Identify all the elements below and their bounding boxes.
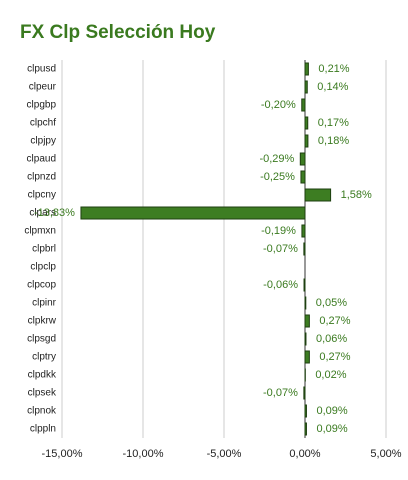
- value-label: 0,09%: [316, 405, 347, 417]
- value-label: -0,07%: [263, 243, 298, 255]
- y-tick-label: clpmxn: [24, 226, 56, 237]
- y-tick-label: clpcop: [27, 280, 56, 291]
- value-label: 1,58%: [341, 189, 372, 201]
- y-tick-label: clpjpy: [30, 136, 56, 147]
- x-tick-label: -10,00%: [123, 448, 164, 460]
- y-tick-label: clpchf: [30, 118, 56, 129]
- y-tick-label: clpeur: [29, 82, 57, 93]
- y-tick-label: clpgbp: [27, 100, 57, 111]
- bar: [301, 98, 306, 112]
- bar: [304, 296, 307, 310]
- value-label: 0,09%: [316, 423, 347, 435]
- y-tick-label: clpdkk: [28, 370, 57, 381]
- value-label: -0,07%: [263, 387, 298, 399]
- x-tick-label: -5,00%: [207, 448, 242, 460]
- x-tick-label: 0,00%: [289, 448, 320, 460]
- x-tick-label: 5,00%: [370, 448, 401, 460]
- bar: [301, 224, 306, 238]
- bar: [304, 332, 307, 346]
- value-label: -0,06%: [263, 279, 298, 291]
- bar: [304, 80, 308, 94]
- value-label: -13,83%: [34, 207, 75, 219]
- bar: [304, 314, 310, 328]
- bar: [80, 206, 306, 220]
- bar: [303, 386, 306, 400]
- bar: [303, 242, 306, 256]
- y-tick-label: clpaud: [27, 154, 56, 165]
- value-label: 0,05%: [316, 297, 347, 309]
- y-tick-label: clpnok: [27, 406, 57, 417]
- value-label: 0,21%: [318, 63, 349, 75]
- value-label: 0,27%: [319, 351, 350, 363]
- y-tick-label: clptry: [32, 352, 56, 363]
- x-tick-label: -15,00%: [42, 448, 83, 460]
- value-label: 0,18%: [318, 135, 349, 147]
- bar: [304, 134, 309, 148]
- y-tick-label: clpars: [29, 208, 56, 219]
- value-label: -0,29%: [259, 153, 294, 165]
- value-label: 0,06%: [316, 333, 347, 345]
- value-label: -0,25%: [260, 171, 295, 183]
- value-label: 0,02%: [315, 369, 346, 381]
- y-tick-label: clpnzd: [27, 172, 56, 183]
- value-label: -0,20%: [261, 99, 296, 111]
- value-label: 0,17%: [318, 117, 349, 129]
- y-tick-label: clpclp: [30, 262, 56, 273]
- y-tick-label: clpcny: [28, 190, 56, 201]
- value-label: 0,14%: [317, 81, 348, 93]
- y-tick-label: clpsgd: [27, 334, 56, 345]
- bar: [304, 116, 309, 130]
- bar: [304, 422, 307, 436]
- y-tick-label: clppln: [30, 424, 56, 435]
- y-tick-label: clpusd: [27, 64, 56, 75]
- bar: [304, 62, 309, 76]
- value-label: 0,27%: [319, 315, 350, 327]
- chart-title: FX Clp Selección Hoy: [20, 22, 216, 43]
- value-label: -0,19%: [261, 225, 296, 237]
- bar: [304, 404, 307, 418]
- y-tick-label: clpkrw: [28, 316, 57, 327]
- bar: [303, 278, 306, 292]
- bar: [299, 152, 306, 166]
- bar: [304, 350, 310, 364]
- bar: [304, 188, 332, 202]
- y-tick-label: clpbrl: [32, 244, 56, 255]
- y-tick-label: clpinr: [32, 298, 57, 309]
- y-tick-label: clpsek: [28, 388, 57, 399]
- bar: [300, 170, 306, 184]
